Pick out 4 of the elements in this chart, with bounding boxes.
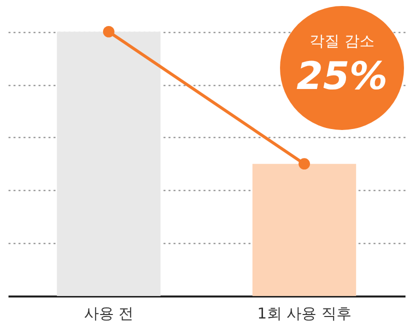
x-tick-label: 사용 전 (84, 304, 134, 322)
x-tick-label: 1회 사용 직후 (257, 304, 352, 322)
annotation: 25% (296, 54, 388, 98)
annotation: 각질 감소 (308, 32, 376, 51)
